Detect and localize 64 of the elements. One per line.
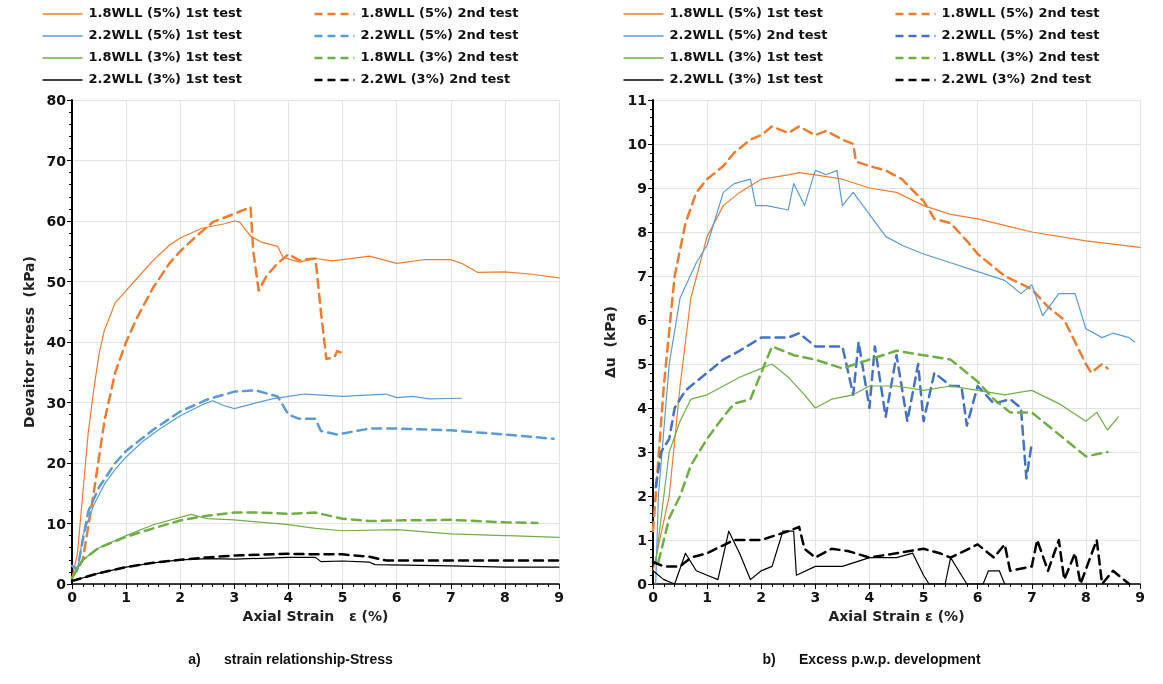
x-tick-label: 1 — [702, 589, 712, 605]
legend-label: 2.2WLL (5%) 1st test — [88, 27, 242, 42]
y-tick-label: 8 — [637, 224, 647, 240]
y-tick-label: 4 — [637, 400, 648, 416]
x-tick-label: 6 — [391, 589, 402, 605]
y-tick-label: 40 — [46, 334, 67, 350]
text: a) strain relationship-Stress — [188, 651, 394, 667]
y-tick-label: 60 — [46, 213, 67, 229]
y-tick-label: 7 — [637, 268, 647, 284]
x-tick-label: 4 — [864, 589, 875, 605]
y-tick-label: 70 — [46, 152, 67, 169]
x-tick-label: 9 — [1135, 589, 1145, 605]
legend-label: 2.2WLL (5%) 2nd test — [941, 27, 1100, 42]
x-tick-label: 1 — [121, 589, 131, 605]
x-tick-label: 3 — [229, 589, 240, 605]
x-tick-label: 0 — [648, 589, 659, 605]
legend-label: 2.2WLL (3%) 1st test — [88, 71, 242, 86]
x-tick-label: 2 — [756, 589, 767, 605]
line-series — [654, 331, 1034, 489]
legend-label: 2.2WLL (5%) 2nd test — [669, 27, 828, 42]
legend-label: 2.2WLL (3%) 1st test — [669, 71, 823, 86]
x-tick-label: 3 — [810, 589, 821, 605]
y-tick-label: 0 — [56, 576, 67, 592]
y-tick-label: 6 — [637, 312, 647, 328]
x-tick-label: 6 — [972, 589, 983, 605]
y-tick-label: 2 — [637, 488, 647, 504]
x-tick-label: 8 — [500, 589, 510, 605]
x-tick-label: 4 — [283, 589, 294, 605]
legend-label: 1.8WLL (3%) 1st test — [669, 49, 823, 64]
y-tick-label: 0 — [637, 576, 648, 592]
legend-label: 1.8WLL (5%) 2nd test — [941, 5, 1100, 20]
x-tick-label: 2 — [175, 589, 186, 605]
x-tick-label: 0 — [67, 589, 78, 605]
legend-label: 2.2WLL (5%) 2nd test — [360, 27, 519, 42]
x-axis-title: Axial Strain ε (%) — [828, 607, 965, 624]
y-tick-label: 30 — [46, 394, 67, 411]
x-tick-label: 8 — [1081, 589, 1091, 605]
y-tick-label: 50 — [46, 273, 67, 290]
legend-label: 1.8WLL (5%) 1st test — [669, 5, 823, 20]
y-tick-label: 80 — [46, 92, 67, 108]
y-axis-title: Δu (kPa) — [601, 306, 618, 378]
y-tick-label: 20 — [46, 455, 67, 471]
y-tick-label: 3 — [637, 444, 647, 460]
x-tick-label: 5 — [337, 589, 348, 605]
legend-label: 2.2WL (3%) 2nd test — [941, 71, 1092, 86]
y-tick-label: 5 — [637, 356, 647, 372]
legend-label: 1.8WLL (5%) 1st test — [88, 5, 242, 20]
y-tick-label: 10 — [627, 136, 648, 152]
x-axis-title: Axial Strain ε (%) — [242, 607, 389, 624]
x-tick-label: 7 — [1026, 589, 1037, 605]
x-tick-label: 9 — [554, 589, 564, 605]
legend-label: 1.8WLL (3%) 2nd test — [360, 49, 519, 64]
legend-label: 2.2WL (3%) 2nd test — [360, 71, 511, 86]
y-tick-label: 1 — [637, 532, 647, 548]
legend-label: 1.8WLL (3%) 1st test — [88, 49, 242, 64]
legend-label: 1.8WLL (3%) 2nd test — [941, 49, 1100, 64]
x-tick-label: 5 — [918, 589, 929, 605]
y-tick-label: 10 — [46, 515, 67, 532]
x-tick-label: 7 — [445, 589, 456, 605]
text: b) Excess p.w.p. development — [762, 651, 981, 667]
y-tick-label: 9 — [637, 180, 647, 196]
y-axis-title: Devaitor stress (kPa) — [20, 256, 37, 428]
legend-label: 1.8WLL (5%) 2nd test — [360, 5, 519, 20]
y-tick-label: 11 — [627, 92, 647, 108]
